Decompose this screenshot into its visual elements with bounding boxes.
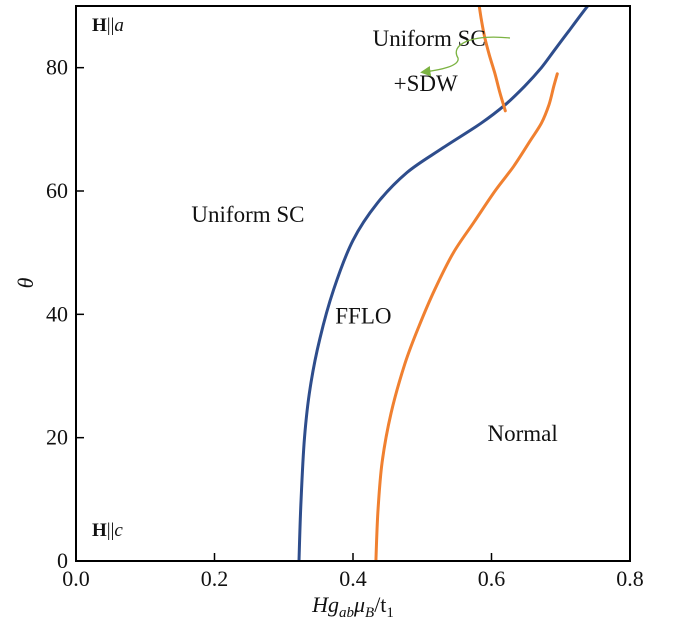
x-title-base: Hg: [311, 592, 339, 617]
parallel-symbol-top: ||: [107, 15, 115, 36]
field-vector-h-top: H: [92, 15, 107, 36]
x-tick-label-4: 0.8: [616, 566, 644, 591]
series-line-1: [374, 72, 559, 561]
annotation-arrow: [420, 36, 511, 77]
x-title-slash-t: /t: [374, 592, 386, 617]
x-tick-label-0: 0.0: [62, 566, 90, 591]
x-tick-label-2: 0.4: [339, 566, 367, 591]
x-title-sub-ab: ab: [339, 605, 355, 621]
y-tick-label-2: 40: [46, 301, 68, 326]
plot-frame: [75, 5, 631, 562]
field-direction-label-a: H||a: [92, 15, 124, 36]
ticks-layer: 0.0 0.2 0.4 0.6 0.8 0 20 40 60 80: [46, 55, 644, 591]
region-label-normal: Normal: [488, 421, 558, 446]
axis-c-symbol: c: [114, 520, 123, 541]
x-tick-label-1: 0.2: [201, 566, 229, 591]
series-layer: [297, 6, 590, 561]
y-tick-label-1: 20: [46, 425, 68, 450]
region-label-uniform-sc-sdw-line2: +SDW: [394, 71, 458, 96]
field-vector-h-bottom: H: [92, 520, 107, 541]
series-line-0: [297, 6, 590, 561]
y-tick-label-3: 60: [46, 178, 68, 203]
axis-a-symbol: a: [114, 15, 124, 36]
region-label-uniform-sc-sdw-line1: Uniform SC: [373, 26, 486, 51]
region-label-fflo: FFLO: [335, 304, 391, 329]
parallel-symbol-bottom: ||: [107, 520, 115, 541]
x-title-sub-b: B: [365, 605, 374, 621]
x-title-sub-1: 1: [386, 605, 394, 621]
y-axis-title: θ: [13, 277, 38, 288]
field-direction-label-c: H||c: [92, 520, 123, 541]
region-label-uniform-sc: Uniform SC: [191, 202, 304, 227]
y-tick-label-4: 80: [46, 55, 68, 80]
x-title-mu: μ: [353, 592, 365, 617]
y-tick-label-0: 0: [57, 548, 68, 573]
x-tick-label-3: 0.6: [478, 566, 506, 591]
x-axis-title: HgabμB/t1: [311, 592, 394, 621]
series-line-2: [477, 6, 507, 113]
